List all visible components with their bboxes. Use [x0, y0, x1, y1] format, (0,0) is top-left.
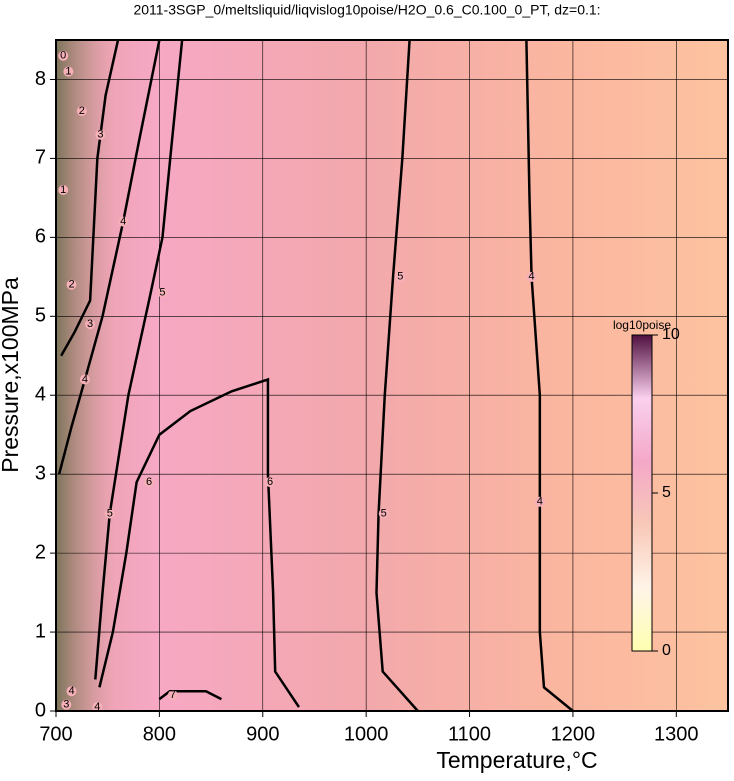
contour-label: 3	[97, 129, 103, 141]
contour-label: 1	[65, 65, 71, 77]
y-tick-label: 7	[35, 147, 46, 169]
y-tick-label: 2	[35, 541, 46, 563]
contour-label-bg	[167, 690, 178, 701]
contour-label: 6	[146, 476, 152, 488]
chart-title: 2011-3SGP_0/meltsliquid/liqvislog10poise…	[133, 2, 600, 18]
contour-line	[375, 39, 419, 712]
contour-label-bg	[144, 477, 155, 488]
contour-line	[60, 39, 120, 357]
contour-label: 6	[267, 476, 273, 488]
contour-label: 3	[87, 318, 93, 330]
contour-label: 3	[63, 699, 69, 711]
y-tick-label: 6	[35, 226, 46, 248]
contour-label-bg	[95, 129, 106, 140]
contour-line	[98, 377, 300, 708]
y-tick-label: 8	[35, 68, 46, 90]
contour-label-bg	[92, 702, 103, 713]
contour-label-bg	[66, 686, 77, 697]
contour-label-bg	[58, 184, 69, 195]
contour-label: 4	[537, 496, 543, 508]
x-tick-label: 1200	[551, 723, 596, 745]
contour-label-bg	[157, 287, 168, 298]
contour-label: 5	[397, 271, 403, 283]
contour-label-bg	[76, 106, 87, 117]
contour-label-bg	[395, 271, 406, 282]
x-tick-label: 800	[143, 723, 176, 745]
contour-label-bg	[79, 374, 90, 385]
contour-label: 2	[79, 105, 85, 117]
colorbar-tick-label: 5	[662, 484, 671, 501]
y-tick-label: 5	[35, 305, 46, 327]
contour-line	[57, 39, 161, 475]
x-tick-label: 900	[246, 723, 279, 745]
contour-line	[158, 690, 222, 701]
contour-line	[94, 39, 184, 680]
contour-label: 2	[68, 279, 74, 291]
colorbar-tick-label: 0	[662, 642, 671, 659]
contour-label-bg	[63, 66, 74, 77]
contour-label: 5	[381, 508, 387, 520]
contour-label-bg	[265, 477, 276, 488]
contour-label: 1	[60, 184, 66, 196]
contour-label-bg	[526, 271, 537, 282]
contour-label-bg	[378, 508, 389, 519]
y-tick-label: 4	[35, 384, 46, 406]
x-tick-label: 700	[39, 723, 72, 745]
contour-label: 5	[107, 508, 113, 520]
plot-background	[56, 40, 728, 711]
contour-label-bg	[85, 319, 96, 330]
y-axis-label: Pressure,x100MPa	[0, 277, 23, 473]
contour-label: 7	[170, 689, 176, 701]
contour-label: 4	[94, 701, 100, 713]
contour-label: 4	[120, 215, 126, 227]
contour-label-bg	[534, 496, 545, 507]
x-tick-label: 1300	[654, 723, 699, 745]
contour-label-bg	[118, 216, 129, 227]
x-axis-label: Temperature,°C	[436, 747, 597, 773]
contour-label: 0	[60, 50, 66, 62]
colorbar-label: log10poise	[613, 318, 671, 332]
colorbar	[631, 334, 653, 652]
contour-label: 4	[68, 685, 74, 697]
contour-line	[525, 39, 574, 712]
contour-label: 4	[529, 271, 535, 283]
y-tick-label: 0	[35, 699, 46, 721]
colorbar-tick-label: 10	[662, 326, 680, 343]
x-tick-label: 1000	[344, 723, 389, 745]
contour-label-bg	[66, 279, 77, 290]
contour-label-bg	[61, 699, 72, 710]
contour-label: 4	[82, 373, 88, 385]
y-tick-label: 1	[35, 620, 46, 642]
y-tick-label: 3	[35, 462, 46, 484]
contour-label-bg	[58, 50, 69, 61]
x-tick-label: 1100	[448, 723, 491, 745]
contour-label-bg	[104, 508, 115, 519]
plot-frame	[55, 39, 729, 712]
contour-label: 5	[159, 287, 165, 299]
